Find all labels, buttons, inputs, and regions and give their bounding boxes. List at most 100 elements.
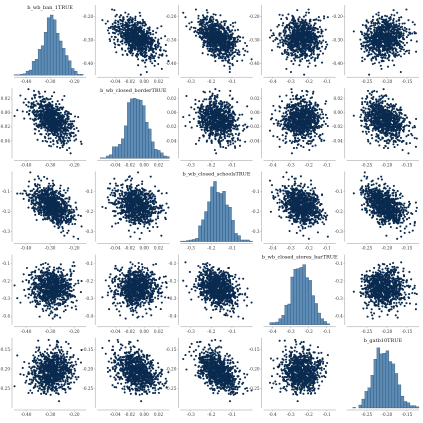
scatter-point bbox=[301, 57, 304, 61]
scatter-point bbox=[373, 44, 376, 47]
scatter-point bbox=[35, 100, 38, 103]
scatter-point bbox=[145, 54, 148, 57]
scatter-point bbox=[218, 36, 221, 39]
scatter-point bbox=[292, 41, 295, 44]
histogram-bar bbox=[59, 40, 63, 76]
scatter-point bbox=[145, 42, 148, 45]
scatter-point bbox=[128, 41, 131, 44]
scatter-point bbox=[272, 32, 275, 35]
scatter-point bbox=[43, 115, 47, 118]
scatter-point bbox=[188, 22, 191, 25]
scatter-point bbox=[400, 31, 403, 34]
scatter-point bbox=[126, 24, 129, 27]
scatter-point bbox=[387, 28, 390, 31]
histogram-bar bbox=[25, 70, 30, 76]
scatter-point bbox=[134, 19, 137, 22]
scatter-point bbox=[213, 28, 216, 31]
scatter-point bbox=[203, 31, 206, 34]
scatter-point bbox=[151, 55, 154, 58]
scatter-point bbox=[313, 24, 316, 27]
scatter-point bbox=[213, 56, 216, 59]
scatter-point bbox=[114, 15, 117, 18]
scatter-point bbox=[214, 25, 217, 28]
scatter-point bbox=[268, 36, 272, 39]
scatter-point bbox=[75, 126, 78, 130]
scatter-point bbox=[370, 20, 373, 23]
scatter-point bbox=[293, 29, 296, 32]
scatter-point bbox=[307, 65, 310, 68]
scatter-point bbox=[205, 98, 208, 101]
scatter-point bbox=[152, 57, 156, 60]
scatter-point bbox=[198, 23, 201, 26]
scatter-point bbox=[37, 130, 41, 133]
scatter-point bbox=[114, 36, 117, 39]
scatter-point bbox=[389, 33, 392, 36]
scatter-point bbox=[366, 55, 369, 58]
scatter-point bbox=[212, 18, 215, 21]
scatter-point bbox=[136, 52, 139, 56]
scatter-point bbox=[359, 30, 363, 33]
scatter-point bbox=[226, 51, 229, 54]
scatter-point bbox=[395, 20, 398, 23]
scatter-point bbox=[318, 26, 321, 29]
scatter-point bbox=[292, 57, 296, 60]
scatter-point bbox=[222, 20, 225, 23]
scatter-point bbox=[282, 22, 285, 25]
scatter-point bbox=[121, 22, 124, 25]
scatter-point bbox=[294, 52, 297, 56]
scatter-point bbox=[117, 21, 120, 24]
scatter-point bbox=[209, 97, 212, 100]
histogram-bar bbox=[139, 99, 143, 159]
scatter-point bbox=[384, 22, 387, 25]
scatter-point bbox=[159, 49, 162, 52]
histogram-bar bbox=[52, 19, 57, 76]
scatter-point bbox=[50, 131, 53, 134]
scatter-point bbox=[50, 125, 53, 128]
scatter-point bbox=[385, 25, 388, 28]
scatter-point bbox=[126, 26, 129, 29]
scatter-point bbox=[143, 21, 146, 24]
scatter-point bbox=[405, 8, 408, 11]
scatter-point bbox=[386, 65, 390, 68]
scatter-point bbox=[126, 15, 129, 18]
scatter-point bbox=[143, 61, 146, 64]
scatter-point bbox=[127, 13, 130, 16]
scatter-point bbox=[137, 28, 141, 31]
scatter-point bbox=[61, 123, 64, 126]
scatter-point bbox=[407, 34, 410, 37]
scatter-point bbox=[65, 149, 69, 152]
scatter-point bbox=[373, 52, 376, 55]
scatter-point bbox=[41, 120, 44, 123]
scatter-point bbox=[410, 39, 413, 42]
scatter-point bbox=[43, 135, 46, 138]
scatter-point bbox=[160, 67, 163, 70]
scatter-point bbox=[307, 59, 310, 62]
scatter-point bbox=[300, 21, 303, 24]
scatter-point bbox=[49, 140, 52, 144]
scatter-point bbox=[302, 25, 305, 28]
scatter-point bbox=[145, 48, 148, 51]
histogram-bar bbox=[103, 157, 107, 159]
scatter-point bbox=[361, 60, 364, 63]
scatter-point bbox=[376, 26, 379, 30]
scatter-point bbox=[219, 46, 222, 49]
scatter-point bbox=[323, 15, 326, 18]
scatter-point bbox=[318, 34, 321, 37]
scatter-point bbox=[110, 35, 113, 38]
histogram-bar bbox=[77, 74, 81, 76]
scatter-point bbox=[40, 122, 43, 125]
scatter-point bbox=[119, 14, 122, 17]
scatter-point bbox=[39, 105, 42, 108]
scatter-point bbox=[128, 37, 131, 40]
scatter-point bbox=[397, 34, 400, 37]
scatter-point bbox=[65, 142, 68, 145]
histogram-bar bbox=[28, 69, 33, 76]
scatter-point bbox=[41, 124, 44, 127]
scatter-point bbox=[128, 34, 131, 37]
scatter-point bbox=[139, 14, 142, 17]
histogram-bar bbox=[118, 144, 122, 159]
scatter-point bbox=[145, 70, 148, 74]
x-tick-label: -0.1 bbox=[323, 79, 331, 84]
scatter-point bbox=[215, 152, 218, 155]
scatter-point bbox=[213, 22, 216, 25]
